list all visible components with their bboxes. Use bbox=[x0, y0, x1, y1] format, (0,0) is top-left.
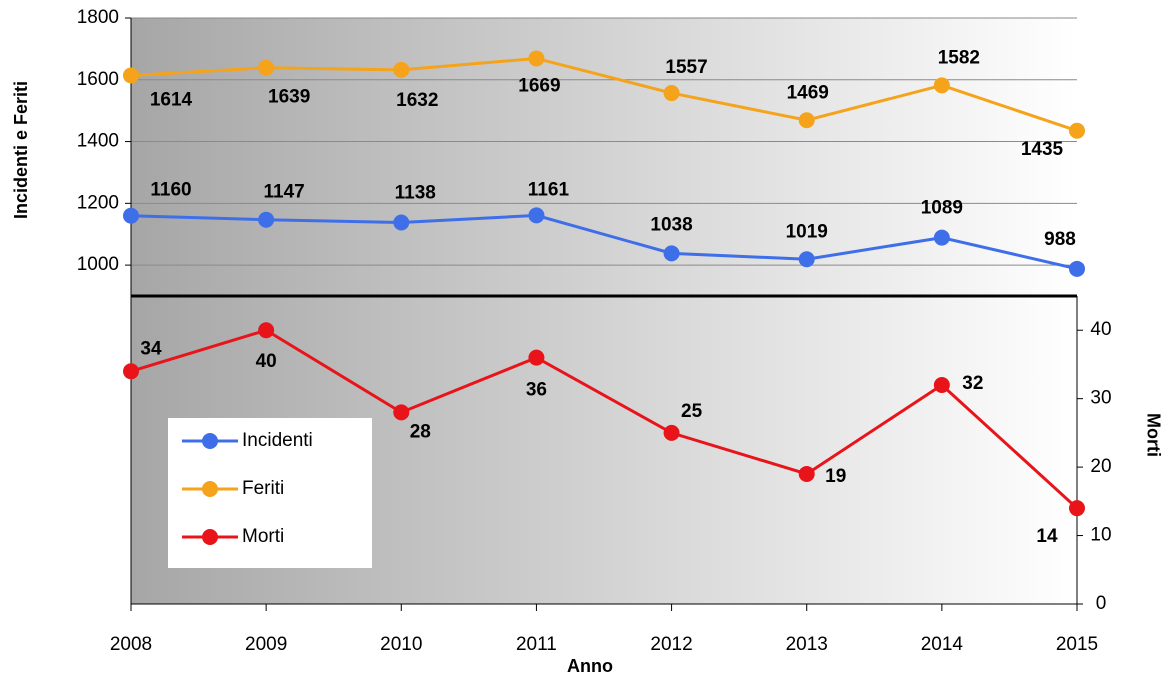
data-point bbox=[393, 214, 410, 231]
data-label: 1161 bbox=[528, 179, 570, 200]
data-label: 1089 bbox=[921, 198, 963, 219]
data-point bbox=[258, 322, 275, 339]
x-tick-label: 2015 bbox=[1056, 634, 1098, 655]
series-line bbox=[130, 213, 1078, 271]
data-point bbox=[258, 211, 275, 228]
y-tick-label: 1400 bbox=[77, 131, 119, 152]
x-tick-label: 2010 bbox=[380, 634, 422, 655]
data-point bbox=[528, 349, 545, 366]
legend-label: Feriti bbox=[242, 478, 284, 499]
data-label: 25 bbox=[681, 401, 703, 422]
data-point bbox=[798, 112, 815, 129]
data-label: 14 bbox=[1036, 526, 1058, 547]
legend-marker bbox=[202, 529, 218, 545]
data-label: 1147 bbox=[264, 182, 305, 203]
data-label: 1160 bbox=[150, 180, 191, 201]
data-label: 28 bbox=[410, 421, 431, 442]
y2-tick-label: 20 bbox=[1090, 456, 1111, 477]
y-tick-label: 1000 bbox=[77, 254, 119, 275]
y2-axis-title: Morti bbox=[1143, 413, 1163, 457]
data-point bbox=[933, 77, 950, 94]
data-point bbox=[393, 404, 410, 421]
y2-tick-label: 30 bbox=[1090, 388, 1111, 409]
x-tick-label: 2011 bbox=[516, 634, 557, 655]
y2-tick-label: 10 bbox=[1090, 525, 1111, 546]
data-label: 19 bbox=[825, 466, 846, 487]
series-line bbox=[130, 328, 1079, 510]
x-tick-label: 2009 bbox=[245, 634, 287, 655]
data-point bbox=[393, 61, 410, 78]
data-label: 1632 bbox=[396, 90, 438, 111]
x-tick-label: 2014 bbox=[921, 634, 964, 655]
data-label: 1557 bbox=[665, 57, 707, 78]
legend-label: Incidenti bbox=[242, 430, 313, 451]
data-point bbox=[528, 50, 545, 67]
data-point bbox=[798, 465, 815, 482]
data-label: 1435 bbox=[1021, 139, 1064, 160]
data-label: 1614 bbox=[150, 89, 193, 110]
x-axis-title: Anno bbox=[567, 656, 613, 676]
data-label: 32 bbox=[962, 373, 983, 394]
data-point bbox=[663, 245, 680, 262]
y-tick-label: 1800 bbox=[77, 7, 119, 28]
data-label: 1582 bbox=[938, 47, 980, 68]
data-point bbox=[1069, 500, 1085, 517]
legend-label: Morti bbox=[242, 526, 284, 547]
data-point bbox=[933, 376, 950, 393]
legend-marker bbox=[202, 481, 218, 497]
x-tick-label: 2008 bbox=[110, 634, 152, 655]
data-point bbox=[258, 59, 275, 76]
data-label: 1019 bbox=[786, 221, 828, 242]
legend-marker bbox=[202, 433, 218, 449]
data-point bbox=[933, 229, 950, 246]
data-label: 988 bbox=[1044, 229, 1076, 250]
y-tick-label: 1600 bbox=[77, 69, 119, 90]
data-label: 1639 bbox=[268, 87, 310, 108]
data-label: 1669 bbox=[518, 75, 560, 96]
data-label: 1038 bbox=[650, 214, 692, 235]
data-point bbox=[663, 424, 680, 441]
data-point bbox=[798, 251, 815, 268]
y2-tick-label: 40 bbox=[1090, 319, 1111, 340]
data-point bbox=[1069, 122, 1085, 139]
legend-box bbox=[168, 418, 372, 568]
y-axis-title: Incidenti e Feriti bbox=[11, 81, 31, 219]
y-tick-label: 1200 bbox=[77, 192, 119, 213]
data-point bbox=[123, 207, 139, 224]
data-point bbox=[123, 363, 139, 380]
x-tick-label: 2013 bbox=[786, 634, 828, 655]
y2-tick-label: 0 bbox=[1096, 593, 1107, 614]
data-point bbox=[123, 67, 139, 84]
x-tick-label: 2012 bbox=[650, 634, 692, 655]
data-label: 36 bbox=[526, 380, 547, 401]
data-label: 34 bbox=[140, 338, 162, 359]
data-label: 1469 bbox=[787, 82, 829, 103]
data-label: 40 bbox=[256, 351, 277, 372]
data-label: 1138 bbox=[395, 183, 436, 204]
data-point bbox=[528, 207, 545, 224]
series-line bbox=[130, 56, 1078, 133]
data-point bbox=[1069, 260, 1085, 277]
data-point bbox=[663, 85, 680, 102]
